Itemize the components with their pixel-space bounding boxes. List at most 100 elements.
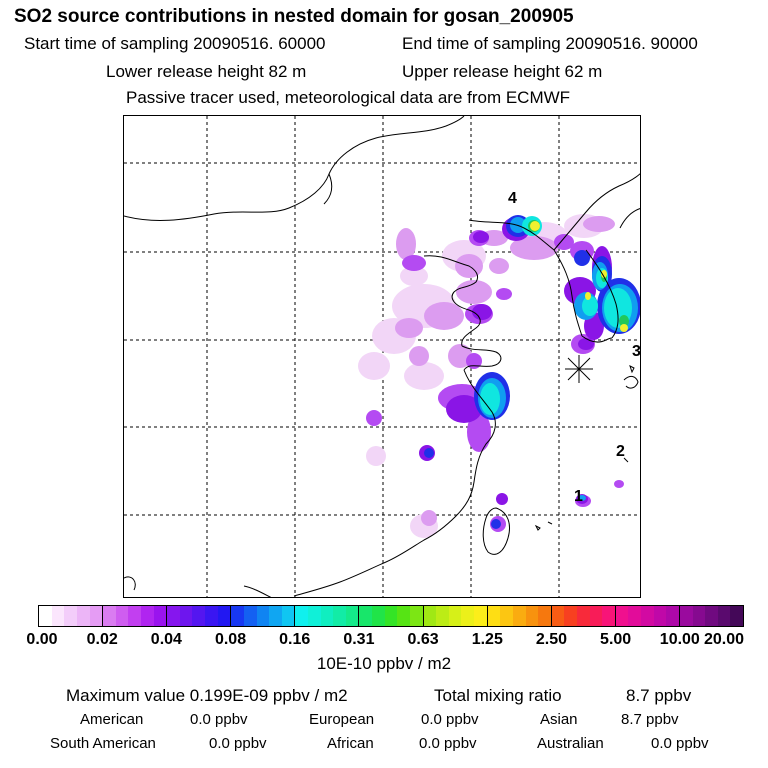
concentration-blob — [491, 519, 501, 529]
colorbar-cell — [269, 606, 282, 626]
total-mixing-label: Total mixing ratio — [434, 686, 562, 705]
region-european-name: European — [309, 711, 375, 728]
colorbar-cell — [487, 606, 501, 626]
concentration-blob — [466, 353, 482, 369]
region-asian-name: Asian — [540, 711, 578, 728]
region-african-name: African — [327, 735, 374, 752]
concentration-blob — [496, 288, 512, 300]
colorbar-band-2 — [166, 606, 231, 626]
region-label-4: 4 — [508, 190, 517, 207]
colorbar-band-0 — [39, 606, 103, 626]
colorbar-tick-label: 0.04 — [150, 631, 182, 648]
colorbar-cell — [538, 606, 551, 626]
concentration-blob — [446, 395, 482, 423]
colorbar-cell — [525, 606, 539, 626]
colorbar-cell — [359, 606, 373, 626]
map-frame: 4 3 2 1 — [123, 115, 641, 598]
korea-south-coast — [581, 335, 613, 343]
colorbar-cell — [179, 606, 193, 626]
receptor-marker-icon — [565, 355, 593, 383]
border-east — [323, 173, 333, 205]
colorbar-cell — [243, 606, 257, 626]
colorbar-cell — [730, 606, 744, 626]
colorbar-cell — [577, 606, 590, 626]
colorbar-band-10 — [678, 606, 744, 626]
concentration-blob — [574, 250, 590, 266]
colorbar-band-5 — [358, 606, 423, 626]
small-island-2 — [547, 521, 553, 525]
colorbar-cell — [192, 606, 206, 626]
concentration-blob — [601, 270, 607, 278]
concentration-blob — [619, 315, 629, 327]
colorbar-cell — [705, 606, 718, 626]
concentration-blob — [614, 480, 624, 488]
ryukyu-islands-1 — [629, 365, 635, 374]
region-label-3: 3 — [632, 343, 641, 360]
concentration-blob — [396, 228, 416, 260]
lat-lon-grid — [124, 116, 640, 597]
japan-north — [619, 208, 640, 229]
colorbar-cell — [423, 606, 437, 626]
colorbar-tick-label: 0.00 — [26, 631, 58, 648]
japan-kyushu — [623, 375, 639, 389]
colorbar-cell — [167, 606, 180, 626]
upper-release-height-label: Upper release height 62 m — [402, 62, 603, 81]
concentration-blob — [424, 302, 464, 330]
colorbar-cell — [217, 606, 231, 626]
colorbar-band-3 — [230, 606, 295, 626]
region-asian-value: 8.7 ppbv — [621, 711, 679, 728]
east-china-coast — [293, 369, 496, 597]
colorbar-tick-label: 0.31 — [343, 631, 375, 648]
colorbar — [38, 605, 744, 627]
amur-border — [553, 173, 640, 251]
colorbar-cell — [512, 606, 526, 626]
colorbar-cell — [500, 606, 513, 626]
concentration-blob — [395, 318, 423, 338]
concentration-blob — [496, 493, 508, 505]
region-label-2: 2 — [616, 443, 625, 460]
korea-west-coast — [553, 249, 583, 337]
region-european-value: 0.0 ppbv — [421, 711, 479, 728]
concentration-blob — [448, 344, 472, 368]
colorbar-cell — [628, 606, 642, 626]
colorbar-cell — [281, 606, 295, 626]
map-title: SO2 source contributions in nested domai… — [14, 6, 574, 27]
concentration-blob — [554, 234, 574, 250]
colorbar-cell — [64, 606, 77, 626]
colorbar-unit: 10E-10 ppbv / m2 — [316, 654, 452, 673]
colorbar-tick-label: 0.16 — [279, 631, 311, 648]
colorbar-tick-label: 0.63 — [407, 631, 439, 648]
colorbar-cell — [615, 606, 629, 626]
concentration-blob — [530, 221, 540, 231]
start-time-label: Start time of sampling 20090516. 60000 — [24, 34, 326, 53]
coastline — [124, 116, 640, 597]
colorbar-cell — [153, 606, 167, 626]
colorbar-cell — [231, 606, 244, 626]
colorbar-band-7 — [486, 606, 551, 626]
colorbar-tick-label: 0.08 — [214, 631, 247, 648]
region-label-1: 1 — [574, 488, 583, 505]
colorbar-cell — [461, 606, 475, 626]
colorbar-band-6 — [422, 606, 487, 626]
colorbar-cell — [205, 606, 218, 626]
concentration-blob — [480, 383, 500, 415]
region-australian-name: Australian — [537, 735, 604, 752]
region-australian-value: 0.0 ppbv — [651, 735, 709, 752]
concentration-blob — [366, 410, 382, 426]
concentration-blob — [472, 304, 492, 320]
colorbar-cell — [256, 606, 270, 626]
colorbar-band-1 — [102, 606, 167, 626]
max-value-label: Maximum value 0.199E-09 ppbv / m2 — [66, 686, 348, 705]
bohai-coast — [423, 255, 481, 347]
concentration-blob — [409, 346, 429, 366]
china-korea-border — [468, 219, 555, 251]
region-south-american-name: South American — [50, 735, 156, 752]
concentration-blob — [489, 258, 509, 274]
concentration-blob — [366, 446, 386, 466]
colorbar-cell — [345, 606, 359, 626]
colorbar-cell — [436, 606, 449, 626]
region-south-american-value: 0.0 ppbv — [209, 735, 267, 752]
region-african-value: 0.0 ppbv — [419, 735, 477, 752]
colorbar-cell — [320, 606, 334, 626]
concentration-blob — [421, 510, 437, 526]
